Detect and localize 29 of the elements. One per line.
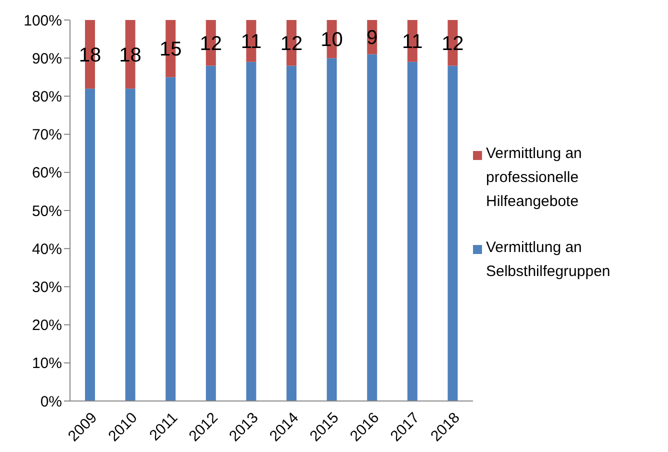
y-tick-label: 20%	[32, 317, 62, 334]
bar	[286, 66, 296, 401]
bar	[326, 58, 337, 401]
legend-label: Vermittlung an professionelle Hilfeangebote	[486, 144, 583, 212]
y-tick-label: 30%	[32, 279, 62, 296]
bar	[246, 62, 256, 401]
y-tick-label: 0%	[40, 393, 62, 410]
bar	[448, 66, 458, 401]
y-tick-label: 50%	[32, 202, 62, 220]
data-label: 18	[119, 44, 142, 66]
bar	[166, 77, 176, 401]
data-label: 15	[159, 38, 182, 61]
y-tick-label: 40%	[32, 240, 62, 258]
legend-label: Vermittlung an Selbsthilfegruppen	[486, 238, 612, 282]
bar	[85, 88, 95, 401]
data-label: 9	[366, 27, 378, 50]
y-tick-label: 60%	[32, 164, 62, 182]
y-tick-label: 10%	[32, 355, 62, 372]
y-tick-label: 100%	[24, 12, 62, 30]
bar	[206, 66, 216, 401]
data-label: 10	[320, 29, 343, 52]
y-tick-label: 80%	[32, 88, 62, 106]
bar	[367, 54, 378, 401]
data-label: 12	[442, 32, 464, 55]
data-label: 12	[200, 32, 222, 55]
bar	[407, 62, 418, 401]
y-tick-label: 90%	[32, 50, 62, 68]
bar	[125, 88, 136, 401]
y-tick-label: 70%	[32, 126, 62, 144]
